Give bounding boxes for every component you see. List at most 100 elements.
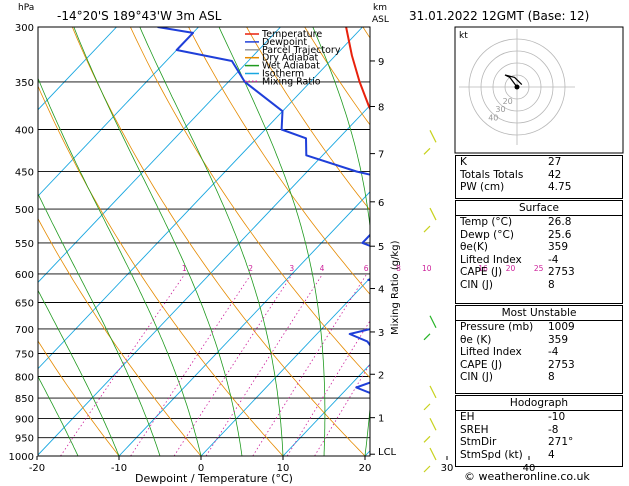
wet-adiabat (218, 27, 326, 456)
mu-row: θe (K) 359 (460, 333, 569, 346)
mu-row: Lifted Index -4 (460, 346, 559, 358)
asl-unit-label: ASL (372, 15, 389, 25)
km-tick-label: 7 (378, 150, 384, 161)
km-unit-label: km (373, 3, 387, 13)
wet-adiabat (406, 27, 437, 456)
x-tick-label: 0 (198, 463, 204, 474)
surface-row: CAPE (J) 2753 (460, 266, 575, 278)
pressure-tick-label: 850 (15, 394, 34, 405)
pressure-unit-label: hPa (18, 3, 35, 13)
isotherm-line (38, 27, 117, 111)
dewpoint-line (157, 27, 370, 394)
pressure-tick-label: 450 (15, 167, 34, 178)
mixing-ratio-label: 2 (248, 264, 253, 273)
mu-row: CIN (J) 8 (460, 371, 555, 383)
legend-label: Mixing Ratio (262, 76, 321, 87)
wind-barb (423, 315, 437, 341)
isotherm-line (282, 363, 370, 456)
mixing-ratio-label: 8 (396, 264, 401, 273)
copyright-footer[interactable]: © weatheronline.co.uk (464, 470, 590, 483)
pressure-tick-label: 700 (15, 325, 34, 336)
isotherm-line (200, 277, 370, 456)
hodograph-trace (504, 74, 523, 88)
wind-barb (423, 385, 437, 411)
mixing-ratio-line (173, 273, 293, 456)
dry-adiabat (188, 27, 370, 295)
pressure-tick-label: 400 (15, 126, 34, 137)
hodo-row: StmDir 271° (460, 436, 574, 448)
hodo-row: EH -10 (460, 411, 566, 423)
most-unstable-title: Most Unstable (501, 307, 577, 319)
x-axis-title: Dewpoint / Temperature (°C) (135, 472, 293, 485)
pressure-tick-label: 750 (15, 349, 34, 360)
wind-barb (423, 207, 437, 233)
surface-title: Surface (518, 202, 559, 214)
hodograph-box: Hodograph EH -10 SREH -8 StmDir 271° StmSpd… (455, 395, 623, 467)
surface-box: Surface Temp (°C) 26.8 Dewp (°C) 25.6 θe(K… (455, 200, 623, 304)
pressure-tick-label: 1000 (9, 452, 34, 463)
plot-area (38, 27, 437, 456)
isotherm-line (38, 27, 363, 370)
index-row-k: K 27 (460, 156, 562, 168)
wet-adiabat (38, 289, 120, 456)
km-tick-label: 1 (378, 414, 384, 425)
pressure-tick-label: 900 (15, 414, 34, 425)
hodo-row: SREH -8 (460, 423, 559, 436)
wet-adiabat (73, 27, 243, 456)
km-tick-label: 8 (378, 103, 384, 114)
km-tick-label: 6 (378, 198, 384, 209)
index-row-tt: Totals Totals 42 (460, 168, 562, 181)
isotherm-line (118, 191, 370, 456)
lcl-label: LCL (378, 447, 397, 458)
mixing-ratio-line (205, 273, 323, 456)
mixing-ratio-line (286, 320, 370, 456)
mixing-ratio-line (314, 363, 370, 456)
mixing-ratio-label: 1 (182, 264, 187, 273)
plot-frame (37, 26, 371, 457)
mixing-ratio-label: 4 (320, 264, 325, 273)
hodograph-storm-dot (514, 84, 520, 90)
wet-adiabat (38, 375, 79, 456)
pressure-tick-label: 600 (15, 270, 34, 281)
isotherm-line (38, 104, 370, 456)
surface-row: θe(K) 359 (460, 241, 569, 253)
wet-adiabat (38, 192, 161, 456)
km-tick-label: 4 (378, 285, 384, 296)
mixing-ratio-line (252, 273, 368, 456)
hodograph-title: Hodograph (509, 397, 569, 409)
hodograph-ring-label: 30 (495, 105, 505, 114)
wind-barb (423, 130, 437, 155)
hodograph-frame (454, 26, 624, 154)
x-tick-label: 20 (359, 463, 372, 474)
dry-adiabat (246, 27, 370, 211)
indices-box: K 27 Totals Totals 42 PW (cm) 4.75 (455, 155, 623, 199)
legend-label: Isotherm (262, 69, 304, 80)
mixing-ratio-label: 20 (506, 264, 516, 273)
x-tick-label: 30 (441, 463, 454, 474)
isotherm-line (38, 27, 199, 197)
mixing-ratio-label: 6 (364, 264, 369, 273)
mixing-ratio-label: 3 (289, 264, 294, 273)
x-tick-label: 40 (523, 463, 536, 474)
hodograph-kt-label: kt (459, 31, 468, 41)
dry-adiabat (130, 27, 370, 379)
pressure-tick-label: 500 (15, 205, 34, 216)
pressure-tick-label: 300 (15, 23, 34, 34)
dry-adiabat (38, 85, 284, 456)
mu-row: Pressure (mb) 1009 (460, 321, 575, 333)
legend-label: Dewpoint (262, 37, 307, 48)
hodo-row: StmSpd (kt) 4 (460, 448, 555, 461)
km-tick-label: 5 (378, 242, 384, 253)
x-tick-label: 10 (277, 463, 290, 474)
pressure-tick-label: 800 (15, 372, 34, 383)
isotherm-line (38, 27, 281, 283)
pressure-tick-label: 650 (15, 299, 34, 310)
km-tick-label: 3 (378, 328, 384, 339)
surface-row: Dewp (°C) 25.6 (460, 228, 572, 241)
mixing-ratio-label: 10 (422, 264, 432, 273)
mixing-ratio-line (60, 273, 186, 456)
pressure-tick-label: 350 (15, 78, 34, 89)
mixing-ratio-label: 16 (478, 264, 488, 273)
